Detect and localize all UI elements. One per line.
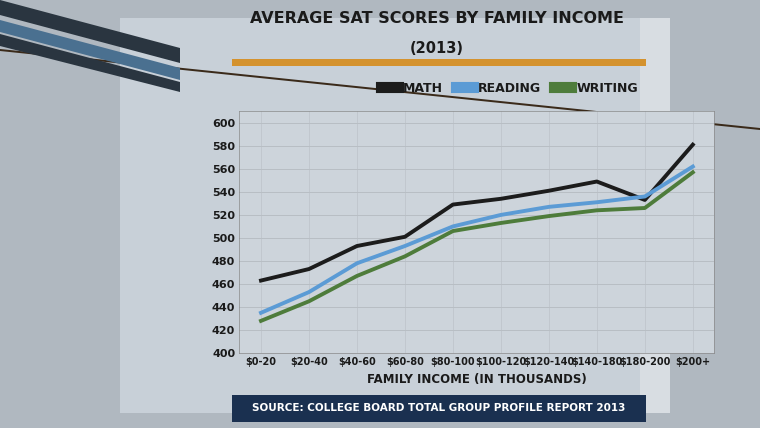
- Polygon shape: [0, 49, 760, 130]
- Polygon shape: [0, 0, 180, 63]
- Text: SOURCE: COLLEGE BOARD TOTAL GROUP PROFILE REPORT 2013: SOURCE: COLLEGE BOARD TOTAL GROUP PROFIL…: [252, 403, 625, 413]
- Text: AVERAGE SAT SCORES BY FAMILY INCOME: AVERAGE SAT SCORES BY FAMILY INCOME: [250, 11, 624, 26]
- FancyBboxPatch shape: [120, 18, 640, 413]
- Polygon shape: [0, 34, 180, 92]
- FancyBboxPatch shape: [640, 18, 670, 413]
- Text: (2013): (2013): [410, 41, 464, 56]
- Polygon shape: [0, 20, 180, 80]
- Legend: MATH, READING, WRITING: MATH, READING, WRITING: [375, 77, 643, 100]
- X-axis label: FAMILY INCOME (IN THOUSANDS): FAMILY INCOME (IN THOUSANDS): [367, 373, 587, 386]
